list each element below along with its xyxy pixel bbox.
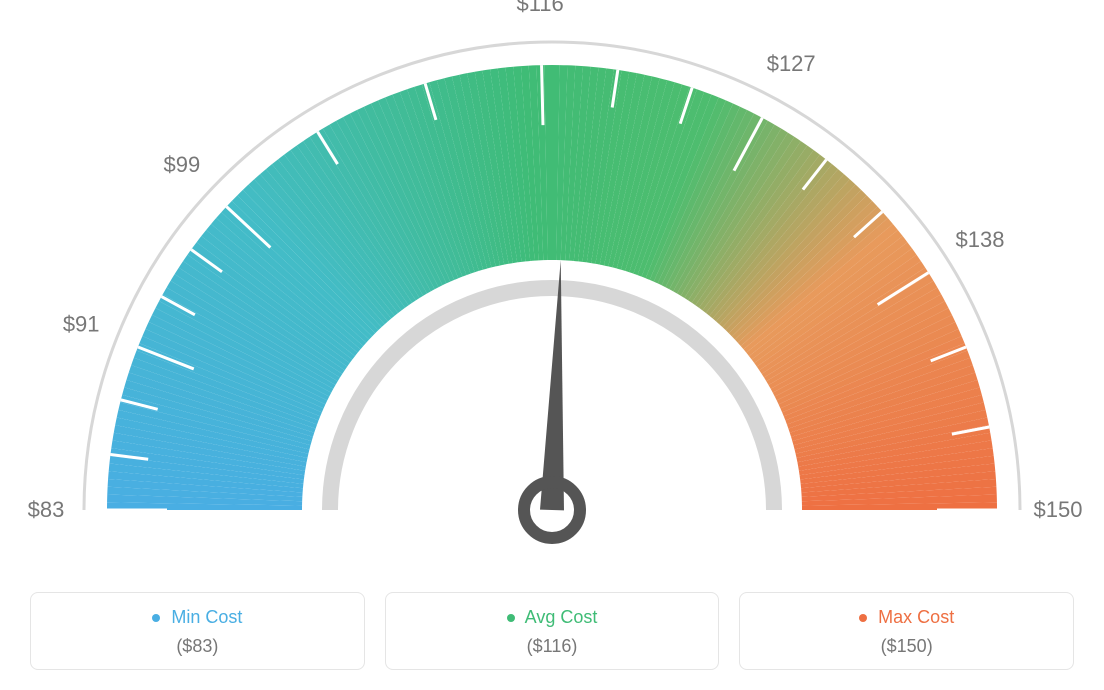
needle bbox=[540, 260, 564, 510]
legend-title-min: Min Cost bbox=[41, 607, 354, 628]
legend-dot-avg bbox=[507, 614, 515, 622]
tick-label: $99 bbox=[163, 152, 200, 177]
gauge-svg: $83 $91 $99 $116 $127 $138 $150 bbox=[0, 0, 1104, 570]
gauge-chart-container: $83 $91 $99 $116 $127 $138 $150 Min Cost ($83)… bbox=[0, 0, 1104, 690]
legend-title-text-max: Max Cost bbox=[878, 607, 954, 627]
legend-value-avg: ($116) bbox=[396, 636, 709, 657]
tick-label: $91 bbox=[63, 312, 100, 337]
tick-label: $116 bbox=[516, 0, 563, 16]
legend-title-avg: Avg Cost bbox=[396, 607, 709, 628]
legend-value-min: ($83) bbox=[41, 636, 354, 657]
legend-row: Min Cost ($83) Avg Cost ($116) Max Cost … bbox=[0, 592, 1104, 670]
legend-value-max: ($150) bbox=[750, 636, 1063, 657]
legend-dot-max bbox=[859, 614, 867, 622]
legend-title-max: Max Cost bbox=[750, 607, 1063, 628]
legend-title-text-min: Min Cost bbox=[171, 607, 242, 627]
gauge-area: $83 $91 $99 $116 $127 $138 $150 bbox=[0, 0, 1104, 570]
legend-card-avg: Avg Cost ($116) bbox=[385, 592, 720, 670]
tick-label: $127 bbox=[767, 51, 816, 76]
tick-label: $138 bbox=[956, 227, 1005, 252]
legend-card-max: Max Cost ($150) bbox=[739, 592, 1074, 670]
legend-title-text-avg: Avg Cost bbox=[525, 607, 598, 627]
tick-label: $83 bbox=[28, 497, 65, 522]
legend-dot-min bbox=[152, 614, 160, 622]
legend-card-min: Min Cost ($83) bbox=[30, 592, 365, 670]
tick-label: $150 bbox=[1034, 497, 1083, 522]
